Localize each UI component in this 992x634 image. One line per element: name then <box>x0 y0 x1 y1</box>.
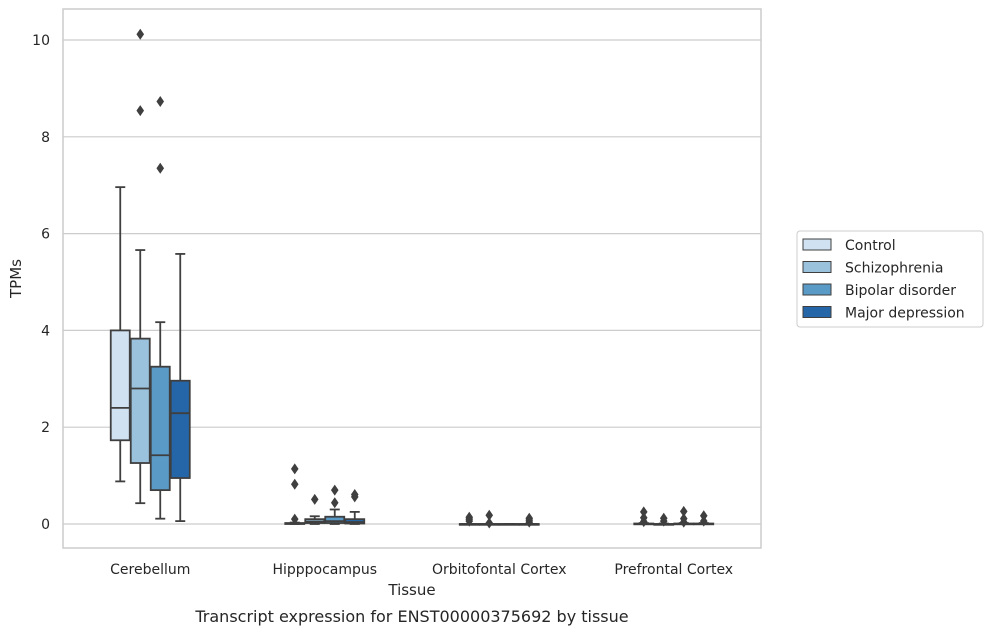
plot-frame <box>62 8 762 549</box>
outlier-point <box>290 513 299 525</box>
box-1-2 <box>324 484 346 525</box>
outlier-point <box>679 513 688 525</box>
outlier-point <box>525 512 534 524</box>
y-tick-label: 4 <box>41 323 50 339</box>
outlier-point <box>639 506 648 518</box>
box-3-2 <box>673 505 695 528</box>
outlier-point <box>699 510 708 522</box>
box-2-0 <box>458 511 480 527</box>
y-tick-label: 10 <box>32 33 50 49</box>
chart-title: Transcript expression for ENST0000037569… <box>194 607 628 626</box>
y-tick-labels: 0 2 4 6 8 10 <box>32 33 50 533</box>
outlier-point <box>465 511 474 523</box>
legend-label: Schizophrenia <box>845 261 943 277</box>
x-tick-label: Hipppocampus <box>272 562 377 578</box>
outlier-point <box>330 484 339 496</box>
box-body <box>129 337 151 464</box>
y-tick-label: 0 <box>41 517 50 533</box>
outlier-point <box>330 497 339 509</box>
outlier-point <box>485 517 494 529</box>
box-2-3 <box>518 512 540 528</box>
x-tick-label: Cerebellum <box>110 562 190 578</box>
box-body <box>324 515 346 524</box>
box-3-1 <box>653 512 675 527</box>
x-tick-labels: Cerebellum Hipppocampus Orbitofontal Corte… <box>110 562 733 578</box>
box-2-2 <box>498 523 520 526</box>
box-0-2 <box>149 95 171 520</box>
box-1-1 <box>304 493 326 525</box>
x-axis-label: Tissue <box>387 581 435 599</box>
outlier-point <box>156 95 165 107</box>
box-0-1 <box>129 28 151 505</box>
outlier-point <box>659 512 668 524</box>
y-tick-label: 6 <box>41 227 50 243</box>
y-tick-label: 8 <box>41 130 50 146</box>
box-body <box>149 365 171 492</box>
outlier-point <box>290 478 299 490</box>
box-1-0 <box>284 463 306 525</box>
x-tick-label: Orbitofontal Cortex <box>432 562 567 578</box>
outlier-point <box>136 105 145 117</box>
legend-swatch <box>802 261 832 273</box>
y-tick-label: 2 <box>41 420 50 436</box>
box-0-0 <box>109 186 131 483</box>
outlier-point <box>136 28 145 40</box>
outlier-point <box>290 463 299 475</box>
box-groups <box>109 28 715 529</box>
box-body <box>169 379 191 479</box>
legend: Control Schizophrenia Bipolar disorder Majo… <box>796 230 984 328</box>
outlier-point <box>485 509 494 521</box>
box-3-0 <box>633 506 655 528</box>
legend-swatch <box>802 306 832 318</box>
legend-swatch <box>802 283 832 296</box>
outlier-point <box>156 162 165 174</box>
legend-swatch <box>802 238 832 251</box>
box-2-1 <box>478 509 500 529</box>
box-body <box>109 329 131 442</box>
legend-label: Control <box>845 238 896 254</box>
box-3-3 <box>693 510 715 527</box>
outlier-point <box>679 505 688 517</box>
legend-label: Major depression <box>845 306 965 322</box>
y-axis-label: TPMs <box>7 259 25 299</box>
legend-frame <box>796 230 984 328</box>
outlier-point <box>350 488 359 500</box>
box-0-3 <box>169 253 191 522</box>
outlier-point <box>310 493 319 505</box>
box-1-3 <box>344 488 366 525</box>
x-tick-label: Prefrontal Cortex <box>614 562 733 578</box>
legend-label: Bipolar disorder <box>845 283 956 299</box>
outlier-point <box>639 512 648 524</box>
